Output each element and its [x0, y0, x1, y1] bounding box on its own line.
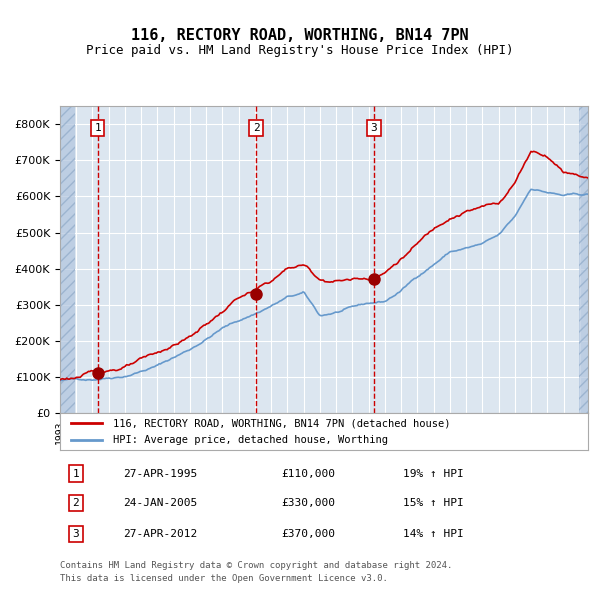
Text: 3: 3 [73, 529, 79, 539]
Text: 27-APR-1995: 27-APR-1995 [124, 469, 197, 478]
Text: 27-APR-2012: 27-APR-2012 [124, 529, 197, 539]
Text: Price paid vs. HM Land Registry's House Price Index (HPI): Price paid vs. HM Land Registry's House … [86, 44, 514, 57]
Text: 14% ↑ HPI: 14% ↑ HPI [403, 529, 464, 539]
Text: HPI: Average price, detached house, Worthing: HPI: Average price, detached house, Wort… [113, 435, 388, 445]
Text: This data is licensed under the Open Government Licence v3.0.: This data is licensed under the Open Gov… [60, 573, 388, 583]
Text: 2: 2 [253, 123, 259, 133]
Text: £330,000: £330,000 [282, 498, 336, 508]
Bar [579, 106, 588, 413]
Text: 1: 1 [73, 469, 79, 478]
Text: 19% ↑ HPI: 19% ↑ HPI [403, 469, 464, 478]
Bar [60, 106, 74, 413]
Text: 24-JAN-2005: 24-JAN-2005 [124, 498, 197, 508]
Text: Contains HM Land Registry data © Crown copyright and database right 2024.: Contains HM Land Registry data © Crown c… [60, 560, 452, 570]
Text: £370,000: £370,000 [282, 529, 336, 539]
Text: 2: 2 [73, 498, 79, 508]
Text: 1: 1 [94, 123, 101, 133]
Text: 15% ↑ HPI: 15% ↑ HPI [403, 498, 464, 508]
Text: 116, RECTORY ROAD, WORTHING, BN14 7PN: 116, RECTORY ROAD, WORTHING, BN14 7PN [131, 28, 469, 43]
Text: 116, RECTORY ROAD, WORTHING, BN14 7PN (detached house): 116, RECTORY ROAD, WORTHING, BN14 7PN (d… [113, 418, 450, 428]
Text: £110,000: £110,000 [282, 469, 336, 478]
Text: 3: 3 [371, 123, 377, 133]
